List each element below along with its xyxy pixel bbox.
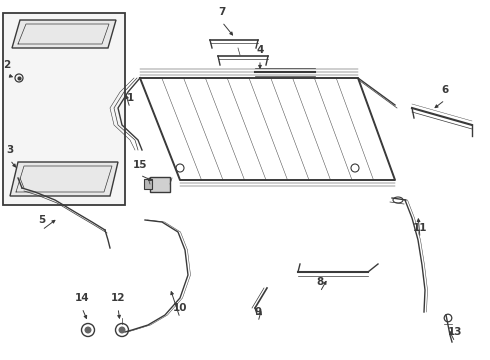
Text: 3: 3 (6, 145, 14, 155)
Text: 10: 10 (173, 303, 187, 313)
Circle shape (84, 327, 92, 333)
Polygon shape (12, 20, 116, 48)
Text: 4: 4 (256, 45, 264, 55)
Text: 2: 2 (3, 60, 11, 70)
Polygon shape (10, 162, 118, 196)
Bar (3, 13, 125, 205)
Text: 7: 7 (219, 7, 226, 17)
Text: 8: 8 (317, 277, 323, 287)
Text: 5: 5 (38, 215, 46, 225)
Text: 1: 1 (126, 93, 134, 103)
Text: 11: 11 (413, 223, 427, 233)
Text: 15: 15 (133, 160, 147, 170)
Bar (144, 179, 152, 189)
Bar (150, 177, 170, 192)
Circle shape (119, 327, 125, 333)
Text: 13: 13 (448, 327, 462, 337)
Text: 6: 6 (441, 85, 449, 95)
Text: 12: 12 (111, 293, 125, 303)
Text: 14: 14 (74, 293, 89, 303)
Text: 9: 9 (254, 307, 262, 317)
